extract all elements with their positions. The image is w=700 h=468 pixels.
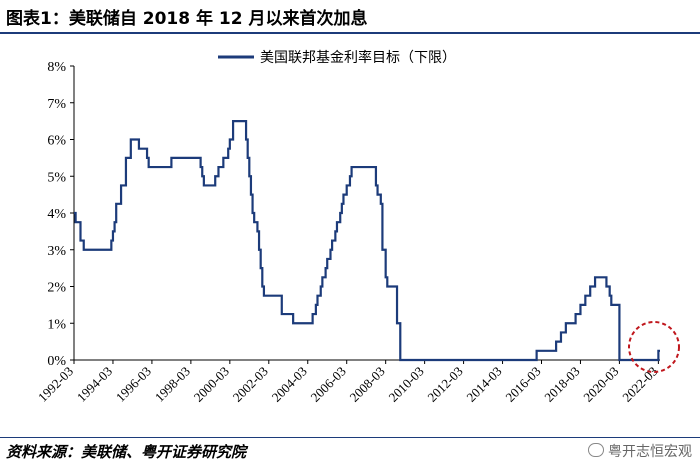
- x-tick-label: 2002-03: [230, 364, 271, 405]
- title-divider: [0, 32, 700, 34]
- y-axis-ticks: 0% 1% 2% 3% 4% 5% 6% 7% 8%: [47, 60, 74, 369]
- watermark: 粤开志恒宏观: [588, 441, 692, 461]
- watermark-text: 粤开志恒宏观: [608, 444, 692, 460]
- x-tick-label: 2014-03: [463, 364, 504, 405]
- footer-divider: [0, 437, 700, 438]
- y-tick-label: 6%: [47, 134, 66, 149]
- y-tick-label: 8%: [47, 60, 66, 75]
- y-tick-label: 0%: [47, 354, 66, 369]
- y-tick-label: 7%: [47, 97, 66, 112]
- y-tick-label: 4%: [47, 207, 66, 222]
- x-tick-label: 1992-03: [35, 364, 76, 405]
- x-tick-label: 2006-03: [308, 364, 349, 405]
- y-tick-label: 3%: [47, 244, 66, 259]
- x-tick-label: 2018-03: [541, 364, 582, 405]
- y-tick-label: 5%: [47, 170, 66, 185]
- x-tick-label: 2012-03: [424, 364, 465, 405]
- series-group: [74, 120, 660, 362]
- source-note: 资料来源：美联储、粤开证券研究院: [6, 443, 247, 461]
- x-tick-label: 1994-03: [74, 364, 115, 405]
- y-tick-label: 1%: [47, 317, 66, 332]
- chart-title: 图表1：美联储自 2018 年 12 月以来首次加息: [6, 9, 368, 29]
- series-line: [74, 120, 660, 362]
- x-tick-label: 1996-03: [113, 364, 154, 405]
- x-tick-label: 2010-03: [385, 364, 426, 405]
- chart-axes: [73, 66, 660, 361]
- x-tick-label: 1998-03: [152, 364, 193, 405]
- x-tick-label: 2020-03: [580, 364, 621, 405]
- x-tick-label: 2000-03: [191, 364, 232, 405]
- y-tick-label: 2%: [47, 281, 66, 296]
- x-axis-ticks: 1992-031994-031996-031998-032000-032002-…: [35, 360, 660, 405]
- x-tick-label: 2022-03: [619, 364, 660, 405]
- wechat-icon: [588, 443, 604, 457]
- x-tick-label: 2016-03: [502, 364, 543, 405]
- highlight-circle: [628, 321, 680, 373]
- chart-legend: 美国联邦基金利率目标（下限）: [218, 49, 456, 66]
- legend-label: 美国联邦基金利率目标（下限）: [260, 49, 456, 66]
- x-tick-label: 2008-03: [347, 364, 388, 405]
- x-tick-label: 2004-03: [269, 364, 310, 405]
